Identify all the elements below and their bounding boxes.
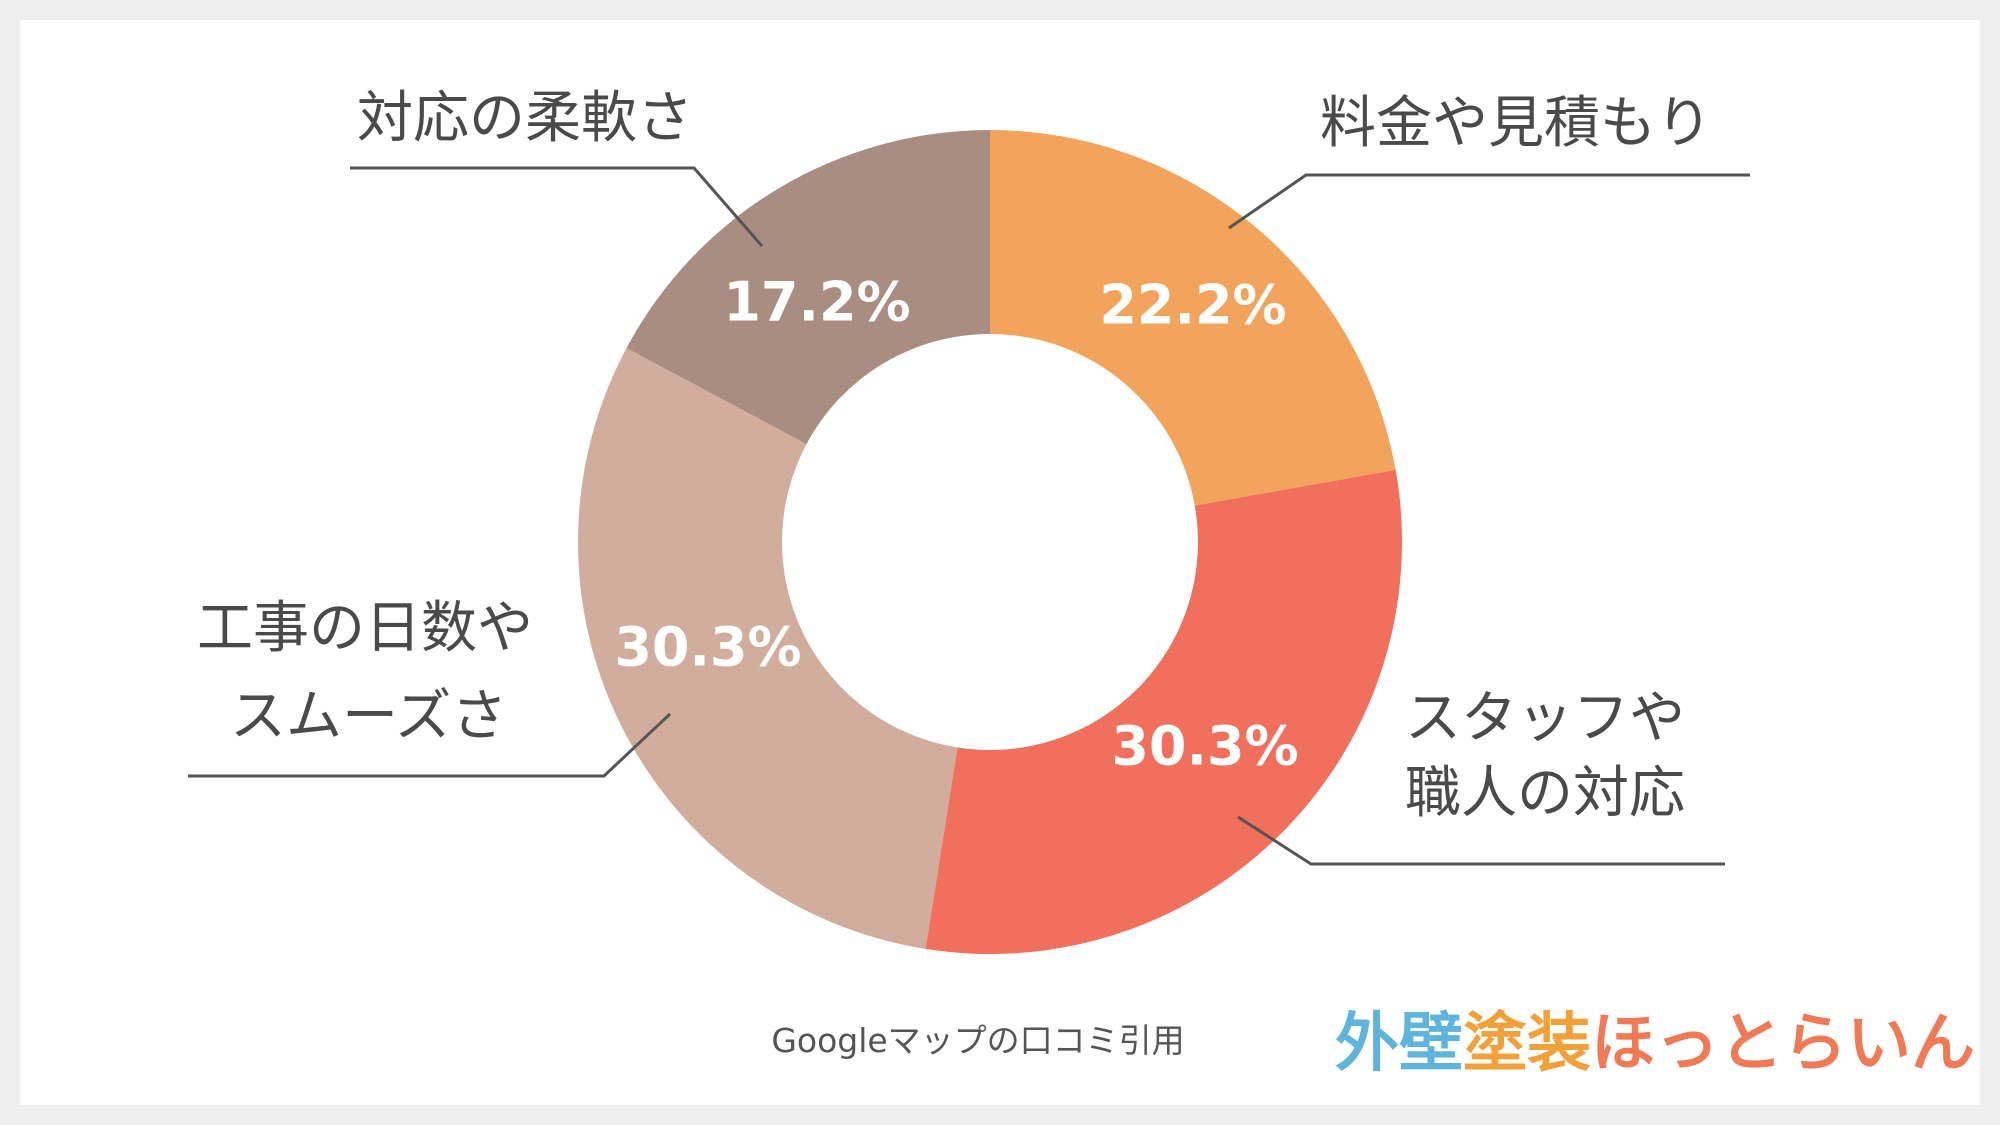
- logo-glyph: ほ: [1591, 1007, 1655, 1081]
- logo-glyph: 塗: [1463, 1007, 1527, 1081]
- category-label: 対応の柔軟さ: [357, 86, 693, 151]
- logo-glyph: と: [1719, 1007, 1783, 1081]
- category-label: 料金や見積もり: [1320, 91, 1712, 156]
- slice-value-label: 30.3%: [1111, 715, 1298, 778]
- slice-value-label: 17.2%: [723, 271, 910, 334]
- donut-slice: [626, 130, 990, 445]
- leader-lines: [188, 166, 1750, 866]
- slice-value-label: 22.2%: [1099, 274, 1286, 337]
- logo-glyph: 装: [1527, 1007, 1591, 1081]
- source-note: Googleマップの口コミ引用: [771, 1021, 1184, 1060]
- slice-value-label: 30.3%: [614, 616, 801, 679]
- leader-line: [1228, 173, 1750, 230]
- category-label: 工事の日数や: [197, 596, 533, 661]
- logo-glyph: 外: [1335, 1007, 1399, 1081]
- leader-line: [1237, 815, 1725, 866]
- donut-slices: [577, 130, 1402, 955]
- donut-slice: [577, 348, 958, 949]
- logo-glyph: っ: [1655, 1007, 1719, 1081]
- donut-slice: [925, 469, 1402, 955]
- logo-glyph: い: [1847, 1007, 1911, 1081]
- category-label: スタッフや: [1405, 686, 1685, 751]
- logo-glyph: ら: [1783, 1007, 1847, 1081]
- logo-glyph: ん: [1911, 1007, 1975, 1081]
- category-label: 職人の対応: [1405, 761, 1685, 826]
- leader-line: [350, 166, 764, 247]
- category-label: スムーズさ: [230, 684, 507, 749]
- value-labels: 22.2% 30.3% 30.3% 17.2%: [614, 271, 1298, 778]
- logo-glyph: 壁: [1399, 1007, 1463, 1081]
- donut-slice: [990, 130, 1396, 506]
- leader-line: [188, 712, 672, 778]
- brand-logo: 外壁塗装ほっとらいん: [1334, 1006, 1977, 1083]
